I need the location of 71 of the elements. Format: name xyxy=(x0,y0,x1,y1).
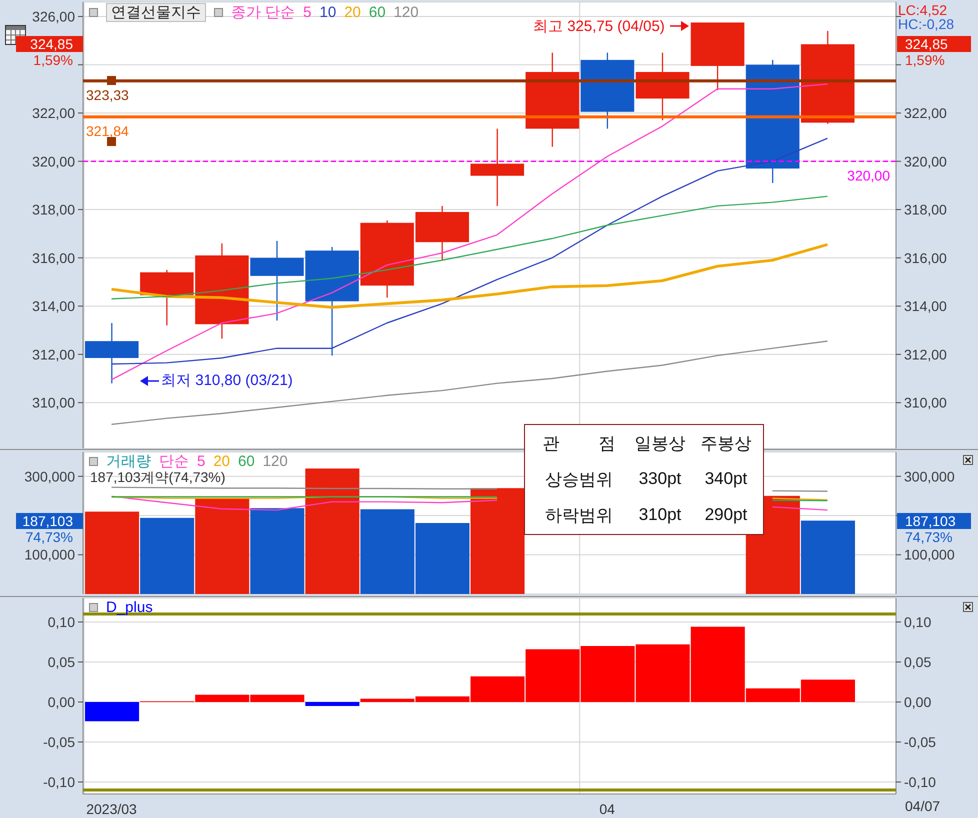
annotation: 일봉상 xyxy=(634,432,686,454)
text: 5 xyxy=(197,453,206,470)
y2-tick-label: -0,10 xyxy=(904,774,936,790)
y-tick-label: 0,05 xyxy=(48,654,76,670)
text: 20 xyxy=(344,4,361,21)
y-tick-label: 300,000 xyxy=(24,468,76,484)
text: 120 xyxy=(394,4,419,21)
y-tick-label: 100,000 xyxy=(24,546,76,563)
text: 324,85 xyxy=(897,36,971,52)
annotation: 상승범위 xyxy=(544,468,614,490)
legend-label: 323,33 xyxy=(86,86,130,103)
text: 60 xyxy=(368,4,386,21)
annotation: 최저 310,80 (03/21) xyxy=(161,371,293,390)
y2-tick-label: 0,10 xyxy=(904,614,932,630)
y-tick-label: -0,10 xyxy=(43,774,76,790)
text: LC:4,52 xyxy=(898,2,948,18)
text: 187,103 xyxy=(897,512,971,529)
annotation: 310pt xyxy=(638,505,682,525)
y2-tick-label: 0,05 xyxy=(904,654,932,670)
series-label: 60 xyxy=(238,453,255,470)
y2-tick-label: 314,00 xyxy=(904,298,948,314)
y2-tick-label: 318,00 xyxy=(904,202,948,218)
text: 74,73% xyxy=(905,528,952,545)
chart-title: D_plus xyxy=(106,599,153,616)
annotation: 하락범위 xyxy=(544,504,614,526)
text: 324,85 xyxy=(30,36,73,52)
text: 1,59% xyxy=(33,52,73,68)
y2-tick-label: 300,000 xyxy=(904,468,955,484)
y2-tick-label: -0,05 xyxy=(904,734,936,750)
annotation: 187,103계약(74,73%) xyxy=(90,469,226,485)
y2-tick-label: 100,000 xyxy=(904,546,955,563)
y-tick-label: 316,00 xyxy=(32,250,76,266)
y-tick-label: -0,05 xyxy=(43,734,76,750)
y2-tick-label: 310,00 xyxy=(904,394,948,411)
annotation: 관 점 xyxy=(542,432,616,454)
annotation: 340pt xyxy=(704,469,748,489)
legend-title: 단순 xyxy=(159,453,189,470)
annotation: 최고 325,75 (04/05) xyxy=(533,16,665,36)
y-tick-label: 322,00 xyxy=(32,104,76,121)
y-tick-label: 310,00 xyxy=(32,394,76,411)
y-tick-label: 0,00 xyxy=(48,694,76,710)
y2-tick-label: 312,00 xyxy=(904,346,948,362)
text: 04/07 xyxy=(905,798,940,814)
text: HC:-0,28 xyxy=(898,16,954,32)
annotation: 330pt xyxy=(638,469,682,489)
y-tick-label: 314,00 xyxy=(32,298,76,314)
series-label: 20 xyxy=(213,453,230,470)
text: 1,59% xyxy=(905,52,945,68)
y2-tick-label: 316,00 xyxy=(904,250,948,266)
chart-title: 연결선물지수 xyxy=(106,3,206,22)
text: 5 xyxy=(303,4,312,21)
x-tick-label: 2023/03 xyxy=(86,801,138,817)
y-tick-label: 318,00 xyxy=(32,202,76,218)
chart-title: 거래량 xyxy=(106,453,151,470)
y-tick-label: 326,00 xyxy=(32,8,76,24)
y2-tick-label: 322,00 xyxy=(904,104,948,121)
annotation: 주봉상 xyxy=(700,432,752,454)
ref-line-label: 320,00 xyxy=(847,167,890,184)
y2-tick-label: 320,00 xyxy=(904,153,948,170)
annotation: 290pt xyxy=(704,505,748,525)
x-tick-label: 04 xyxy=(599,801,616,817)
y-tick-label: 0,10 xyxy=(48,614,76,630)
y2-tick-label: 0,00 xyxy=(904,694,932,710)
text: 10 xyxy=(320,4,336,21)
y-tick-label: 320,00 xyxy=(32,153,76,170)
text: 187,103 xyxy=(22,512,73,529)
legend-title: 종가 단순 xyxy=(231,4,296,21)
ref-line-label: 321,84 xyxy=(86,122,130,139)
y-tick-label: 312,00 xyxy=(32,346,76,362)
text: 74,73% xyxy=(26,528,73,545)
series-label: 120 xyxy=(262,453,288,470)
